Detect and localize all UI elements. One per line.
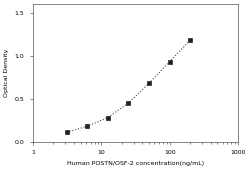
Y-axis label: Optical Density: Optical Density: [4, 49, 9, 97]
X-axis label: Human POSTN/OSF-2 concentration(ng/mL): Human POSTN/OSF-2 concentration(ng/mL): [67, 161, 204, 166]
